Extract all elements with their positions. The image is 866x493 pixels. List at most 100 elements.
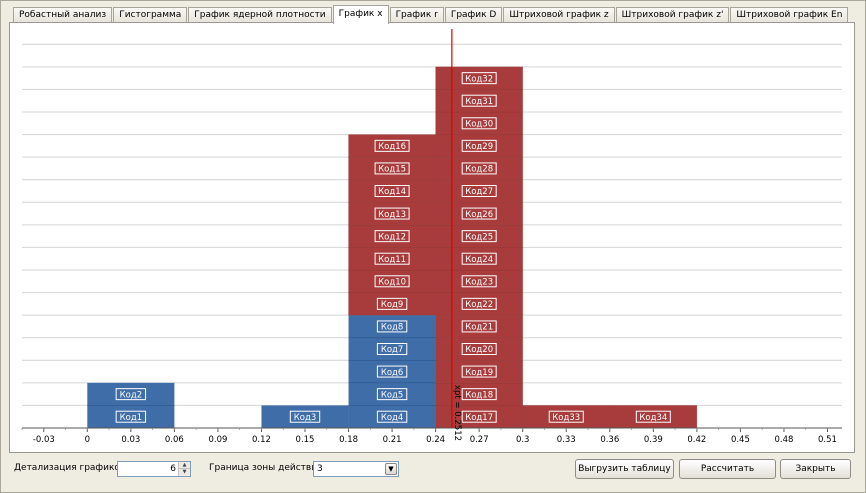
chart-panel: Код1 Код2 Код3 Код4 Код5 Код6 Код7 Код8 Код9 Код1… bbox=[9, 22, 855, 453]
bar-label: Код22 bbox=[465, 300, 493, 310]
bar-label: Код4 bbox=[381, 413, 404, 423]
zone-select[interactable]: 3 ▼ bbox=[313, 461, 399, 477]
bar-label-box bbox=[461, 185, 497, 197]
bar-label: Код25 bbox=[465, 232, 493, 242]
bar-label: Код5 bbox=[381, 390, 404, 400]
bar-label: Код2 bbox=[120, 390, 143, 400]
bar-label: Код30 bbox=[465, 119, 493, 129]
bar-label-box bbox=[461, 230, 497, 243]
x-tick-label: 0.45 bbox=[731, 435, 750, 445]
bar-label-box bbox=[461, 94, 497, 107]
bar-label: Код1 bbox=[120, 413, 143, 423]
bar-label-box bbox=[461, 388, 497, 401]
bar-label: Код16 bbox=[378, 142, 406, 152]
tab-6[interactable]: Штриховой график z bbox=[503, 7, 615, 23]
tab-1[interactable]: Гистограмма bbox=[113, 7, 188, 23]
tab-8[interactable]: Штриховой график En bbox=[730, 7, 849, 23]
bar-label-box bbox=[461, 365, 497, 378]
bar-label: Код8 bbox=[381, 323, 404, 333]
tab-5[interactable]: График D bbox=[444, 7, 503, 23]
bar-label-box bbox=[548, 410, 584, 423]
bar-label-box bbox=[376, 320, 408, 333]
bar-label-box bbox=[461, 252, 497, 265]
bar-label: Код31 bbox=[465, 97, 493, 107]
bar-label: Код13 bbox=[378, 210, 406, 220]
bar-label: Код32 bbox=[465, 74, 493, 84]
tab-3[interactable]: График x bbox=[332, 5, 389, 24]
x-tick-label: 0.36 bbox=[600, 435, 619, 445]
bar-label: Код18 bbox=[465, 390, 493, 400]
bar-label: Код23 bbox=[465, 277, 493, 287]
bar-label: Код10 bbox=[378, 277, 406, 287]
bar-label-box bbox=[376, 365, 408, 378]
x-tick-label: 0.06 bbox=[165, 435, 184, 445]
bar-label: Код28 bbox=[465, 165, 493, 175]
x-tick-label: 0 bbox=[85, 435, 90, 445]
x-tick-label: 0.48 bbox=[774, 435, 793, 445]
x-tick-label: 0.27 bbox=[470, 435, 489, 445]
bar-label: Код11 bbox=[378, 255, 406, 265]
bar-label-box bbox=[461, 320, 497, 333]
bar-label-box bbox=[374, 252, 410, 265]
zone-value: 3 bbox=[317, 464, 323, 474]
tab-4[interactable]: График r bbox=[389, 7, 444, 23]
detail-spinner[interactable]: 6 ▲ ▼ bbox=[117, 461, 191, 477]
bar-label-box bbox=[461, 117, 497, 130]
bar-label-box bbox=[376, 388, 408, 401]
bar-chart: Код1 Код2 Код3 Код4 Код5 Код6 Код7 Код8 Код9 Код1… bbox=[21, 29, 842, 445]
bar-label: Код3 bbox=[294, 413, 317, 423]
x-tick-label: 0.24 bbox=[426, 435, 445, 445]
bar-label-box bbox=[461, 72, 497, 85]
x-tick-label: -0.03 bbox=[33, 435, 55, 445]
bar-label: Код20 bbox=[465, 345, 493, 355]
tab-7[interactable]: Штриховой график z' bbox=[615, 7, 730, 23]
close-button[interactable]: Закрыть bbox=[780, 459, 851, 479]
bar-label-box bbox=[461, 162, 497, 175]
x-tick-label: 0.12 bbox=[252, 435, 271, 445]
x-tick-label: 0.39 bbox=[644, 435, 663, 445]
detail-label: Детализация графиков: bbox=[14, 463, 129, 473]
tab-strip: Робастный анализ Гистограмма График ядерно… bbox=[13, 5, 849, 24]
bar-label: Код26 bbox=[465, 210, 493, 220]
x-tick-label: 0.33 bbox=[557, 435, 576, 445]
chevron-down-icon[interactable]: ▼ bbox=[385, 463, 397, 475]
zone-label: Граница зоны действия: bbox=[209, 463, 326, 473]
tab-0[interactable]: Робастный анализ bbox=[13, 7, 113, 23]
bar-label: Код7 bbox=[381, 345, 404, 355]
bar-label-box bbox=[376, 410, 408, 423]
bar-label: Код9 bbox=[381, 300, 404, 310]
reference-line-label: xpt = 0.2512 bbox=[452, 385, 462, 441]
bar-label: Код33 bbox=[552, 413, 580, 423]
export-table-button[interactable]: Выгрузить таблицу bbox=[575, 459, 674, 479]
spinner-buttons: ▲ ▼ bbox=[178, 462, 190, 476]
detail-value[interactable]: 6 bbox=[170, 464, 176, 474]
bar-label: Код34 bbox=[639, 413, 667, 423]
x-tick-label: 0.51 bbox=[818, 435, 837, 445]
bar-label-box bbox=[376, 343, 408, 355]
calculate-button[interactable]: Рассчитать bbox=[679, 459, 776, 479]
x-tick-label: 0.09 bbox=[208, 435, 227, 445]
x-tick-label: 0.15 bbox=[296, 435, 315, 445]
x-tick-label: 0.03 bbox=[121, 435, 140, 445]
tab-2[interactable]: График ядерной плотности bbox=[188, 7, 332, 23]
x-tick-label: 0.18 bbox=[339, 435, 358, 445]
x-tick-label: 0.21 bbox=[383, 435, 402, 445]
x-tick-label: 0.3 bbox=[516, 435, 530, 445]
bar-label-box bbox=[374, 139, 410, 152]
bar-label: Код14 bbox=[378, 187, 406, 197]
bar-label: Код12 bbox=[378, 232, 406, 242]
bar-label-box bbox=[374, 185, 410, 197]
x-tick-label: 0.42 bbox=[687, 435, 706, 445]
bar-label-box bbox=[635, 410, 671, 423]
spin-up-icon[interactable]: ▲ bbox=[179, 462, 190, 469]
bar-label-box bbox=[115, 410, 147, 423]
bar-label-box bbox=[289, 410, 321, 423]
bar-label-box bbox=[376, 297, 408, 310]
bar-label: Код19 bbox=[465, 368, 493, 378]
bar-label: Код15 bbox=[378, 165, 406, 175]
spin-down-icon[interactable]: ▼ bbox=[179, 469, 190, 476]
bar-label-box bbox=[461, 207, 497, 220]
bar-label: Код6 bbox=[381, 368, 404, 378]
bar-label: Код29 bbox=[465, 142, 493, 152]
